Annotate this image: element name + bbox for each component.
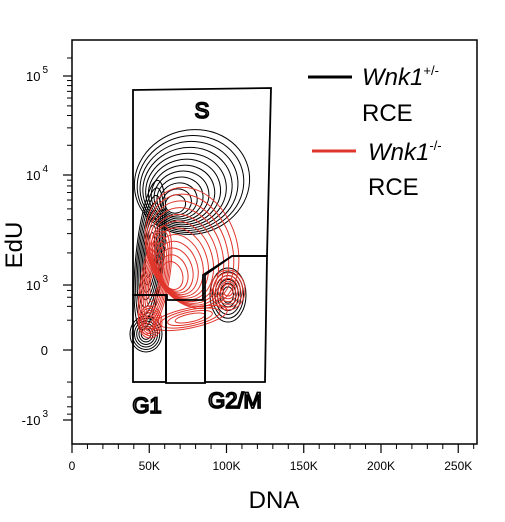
gate-label: G2/M	[208, 388, 262, 413]
contour-red-s	[153, 227, 209, 299]
legend-label-wnk1-het: Wnk1+/-	[362, 63, 439, 91]
contour-black-s	[139, 140, 239, 232]
contour-red-s	[152, 220, 214, 301]
legend: Wnk1+/- RCE Wnk1-/- RCE	[308, 63, 442, 201]
contour-red-bridge	[167, 309, 213, 327]
contour-black-s	[145, 152, 227, 228]
plot-frame	[71, 39, 478, 445]
x-axis-label: DNA	[249, 487, 300, 514]
contour-red-g1	[140, 309, 160, 335]
gates: S G1 G2/M	[131, 87, 272, 419]
x-axis-ticks: 0 50K 100K 150K 200K 250K	[69, 444, 475, 473]
y-tick-label: -10 3	[22, 409, 49, 428]
gate-g2m	[204, 255, 268, 383]
contour-red-g2m	[220, 280, 236, 300]
contour-red-early-s	[147, 257, 163, 303]
contour-black-s	[136, 135, 245, 233]
contour-black-s	[133, 129, 251, 235]
contour-red-bridge	[159, 307, 221, 329]
contour-red-early-s	[139, 230, 171, 330]
x-tick-label: 150K	[290, 459, 318, 473]
contour-red-early-s	[149, 263, 161, 297]
x-tick-label: 50K	[139, 459, 160, 473]
contour-red-s	[154, 234, 204, 297]
contour-black-s	[142, 146, 233, 230]
x-tick-label: 100K	[212, 459, 240, 473]
contour-black-g2m	[209, 267, 247, 323]
y-axis-label: EdU	[1, 222, 28, 269]
contour-red-early-s	[141, 236, 169, 324]
contour-black-s	[150, 164, 216, 224]
contour-black-early-s	[133, 179, 167, 331]
contour-red-g1	[144, 314, 156, 330]
x-tick-label: 0	[69, 459, 76, 473]
legend-label-wnk1-ko: Wnk1-/-	[368, 138, 442, 166]
contour-red-g2m	[222, 283, 234, 297]
y-tick-label: 10 3	[26, 274, 48, 293]
legend-label-wnk1-het-line2: RCE	[362, 100, 413, 127]
gate-label: S	[195, 98, 210, 123]
contour-red-g1	[145, 316, 155, 328]
gate-label: G1	[132, 393, 161, 418]
contour-black-s	[159, 182, 198, 218]
contour-red-bridge	[152, 304, 228, 332]
contour-red-g1	[137, 305, 163, 339]
legend-label-wnk1-ko-line2: RCE	[368, 174, 419, 201]
contour-red-g2m	[217, 277, 239, 303]
y-tick-label: 0	[41, 343, 48, 358]
contour-red-g2m	[212, 272, 244, 308]
contour-red-g1	[142, 312, 158, 332]
y-tick-label: 10 5	[26, 65, 48, 84]
contour-red-early-s	[146, 252, 164, 308]
contour-red-g2m	[210, 269, 246, 311]
y-tick-label: 10 4	[26, 164, 48, 183]
x-tick-label: 200K	[367, 459, 395, 473]
contour-red-g2m	[215, 275, 241, 305]
contour-black-s	[147, 158, 222, 226]
x-tick-label: 250K	[444, 459, 472, 473]
